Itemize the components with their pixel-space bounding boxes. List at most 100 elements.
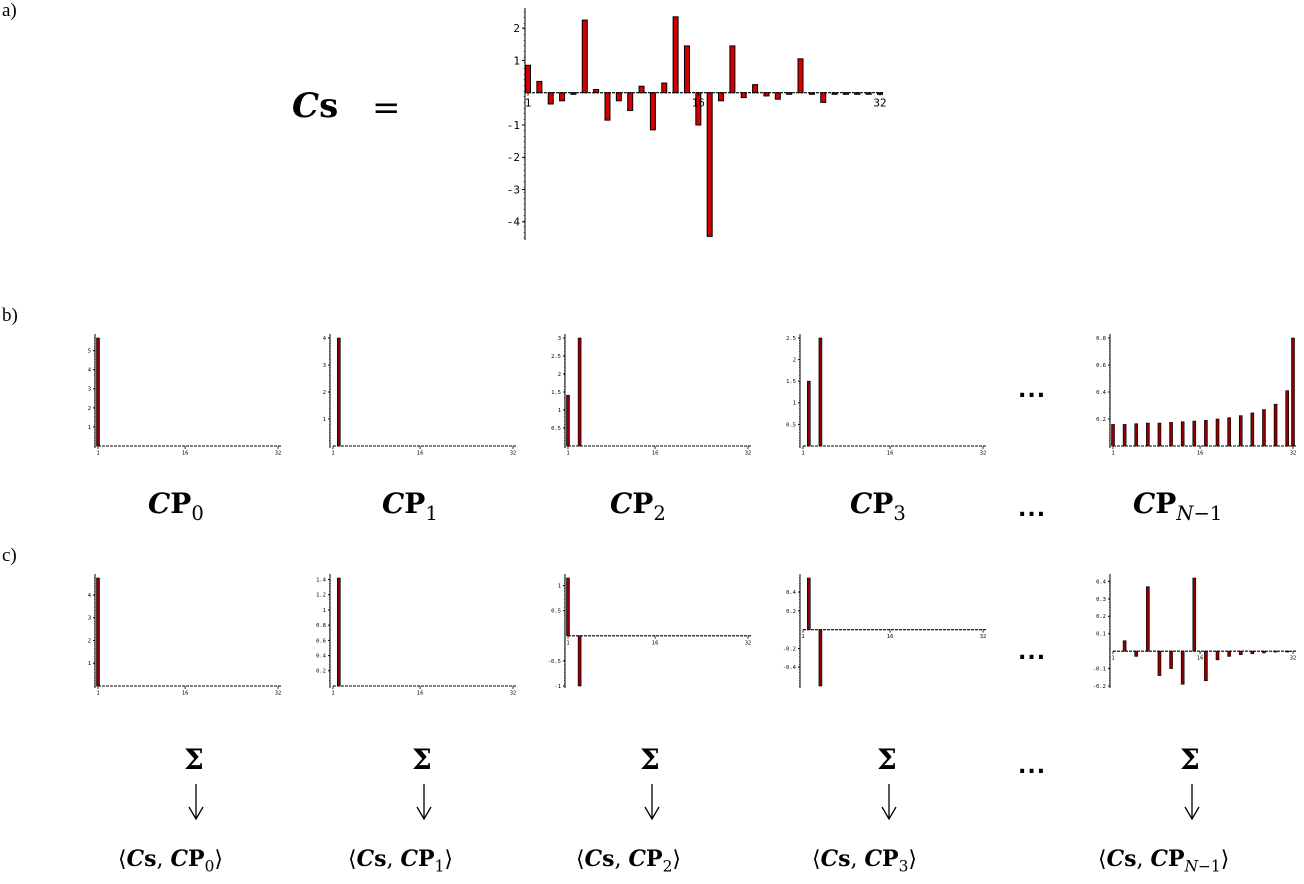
bar: [627, 92, 634, 111]
bar: [706, 92, 713, 237]
bar: [525, 64, 531, 94]
bar: [1291, 337, 1295, 447]
bar: [604, 92, 611, 121]
bar: [1146, 586, 1150, 652]
y-tick-label: -0.4: [783, 665, 797, 671]
ellipsis-row-c-chart: ...: [1018, 640, 1047, 665]
equation-lhs: Cs: [292, 86, 338, 126]
sigma-n1: Σ: [1180, 743, 1200, 776]
y-tick-label: 1.5: [786, 379, 796, 385]
bar: [808, 92, 815, 95]
ellipsis-row-b-label: ...: [1018, 497, 1047, 522]
y-tick-label: 0.5: [551, 609, 561, 615]
panel-label-c: c): [2, 545, 17, 566]
y-tick-label: 2.5: [551, 354, 561, 360]
x-tick-label: 16: [692, 97, 705, 110]
y-tick-label: -0.5: [548, 659, 561, 665]
y-tick-label: 1: [88, 661, 91, 667]
bar: [96, 577, 100, 687]
y-tick-label: 0.8: [1096, 336, 1106, 342]
y-tick-label: 3: [88, 616, 91, 622]
x-tick-label: 16: [417, 451, 424, 457]
y-tick-label: 0.2: [1096, 417, 1106, 423]
x-tick-label: 32: [980, 451, 987, 457]
y-tick-label: 0.4: [1096, 390, 1107, 396]
y-tick-label: 0.5: [786, 422, 796, 428]
y-tick-label: 0.2: [786, 609, 796, 615]
y-tick-label: -0.2: [783, 646, 796, 652]
inner-product-n1: ⟨Cs, CPN−1⟩: [1098, 846, 1230, 876]
chart-cp2: 3 2.5 2 1.5 1 0.5 1 16 32: [551, 334, 752, 457]
bar: [1250, 650, 1255, 655]
y-tick-label: 0.1: [1096, 632, 1106, 638]
x-tick-label: 1: [525, 97, 532, 110]
inner-product-1: ⟨Cs, CP1⟩: [348, 846, 453, 876]
x-tick-label: 1: [1111, 451, 1114, 457]
x-tick-label: 1: [566, 451, 569, 457]
sigma-0: Σ: [184, 743, 204, 776]
bar: [577, 337, 582, 447]
down-arrow-icon: [1184, 784, 1200, 821]
y-tick-label: 1: [323, 417, 326, 423]
x-tick-label: 16: [652, 451, 659, 457]
bar: [1180, 421, 1185, 447]
bar: [1169, 650, 1173, 669]
bar: [752, 84, 759, 94]
bar: [820, 92, 827, 103]
label-cp1: CP1: [382, 487, 438, 525]
y-tick-label: 3: [558, 336, 561, 342]
label-cp0: CP0: [148, 487, 204, 525]
y-tick-label: 0.2: [316, 669, 326, 675]
bar: [1157, 422, 1162, 447]
bar: [1250, 412, 1255, 447]
equals-sign: =: [372, 88, 401, 128]
down-arrow-icon: [188, 784, 204, 821]
bar: [807, 380, 811, 447]
x-tick-label: 1: [96, 451, 99, 457]
bar: [638, 85, 645, 94]
y-tick-label: 2: [793, 358, 796, 364]
label-cp2: CP2: [610, 487, 666, 525]
y-tick-label: 0.6: [316, 638, 326, 644]
bar: [566, 394, 570, 447]
chart-cpn1: 0.8 0.6 0.4 0.2 1 16 32: [1096, 334, 1297, 457]
bar: [1146, 422, 1150, 447]
ellipsis-row-c-sigma: ...: [1018, 754, 1047, 779]
y-tick-label: 4: [323, 336, 327, 342]
x-tick-label: 16: [887, 634, 894, 640]
down-arrow-icon: [416, 784, 432, 821]
x-tick-label: 1: [331, 451, 334, 457]
y-tick-label: 1.4: [316, 577, 327, 583]
y-tick-label: 1: [558, 583, 561, 589]
x-tick-label: 16: [417, 691, 424, 697]
bar: [536, 80, 543, 94]
down-arrow-icon: [644, 784, 660, 821]
panel-label-b: b): [2, 305, 18, 326]
y-tick-label: 2: [88, 638, 91, 644]
bar: [1192, 577, 1197, 652]
sigma-2: Σ: [640, 743, 660, 776]
bar: [672, 16, 679, 94]
y-tick-label: 1.2: [316, 593, 326, 599]
x-tick-label: 32: [510, 451, 517, 457]
chart-cs-cp3: 0.4 0.2 -0.2 -0.4 1 16 32: [783, 574, 987, 688]
y-tick-label: 2: [323, 390, 326, 396]
bar: [818, 337, 823, 447]
x-tick-label: 16: [1197, 451, 1204, 457]
x-tick-label: 16: [652, 640, 659, 646]
bar: [566, 577, 570, 637]
y-tick-label: 2: [558, 372, 561, 378]
bar: [1204, 650, 1208, 682]
x-tick-label: 16: [182, 451, 189, 457]
bar: [818, 629, 823, 687]
bar: [649, 92, 656, 131]
y-tick-label: 0.2: [1096, 614, 1106, 620]
y-tick-label: -0.2: [1093, 684, 1106, 690]
x-tick-label: 32: [873, 97, 886, 110]
y-tick-label: 1: [88, 425, 91, 431]
ellipsis-row-b-chart: ...: [1018, 378, 1047, 403]
y-tick-label: 1: [513, 54, 520, 67]
bar: [1238, 650, 1243, 655]
chart-cs-cp1: 1.4 1.2 1 0.8 0.6 0.4 0.2 1 16 32: [316, 574, 517, 697]
x-tick-label: 1: [1111, 656, 1114, 662]
